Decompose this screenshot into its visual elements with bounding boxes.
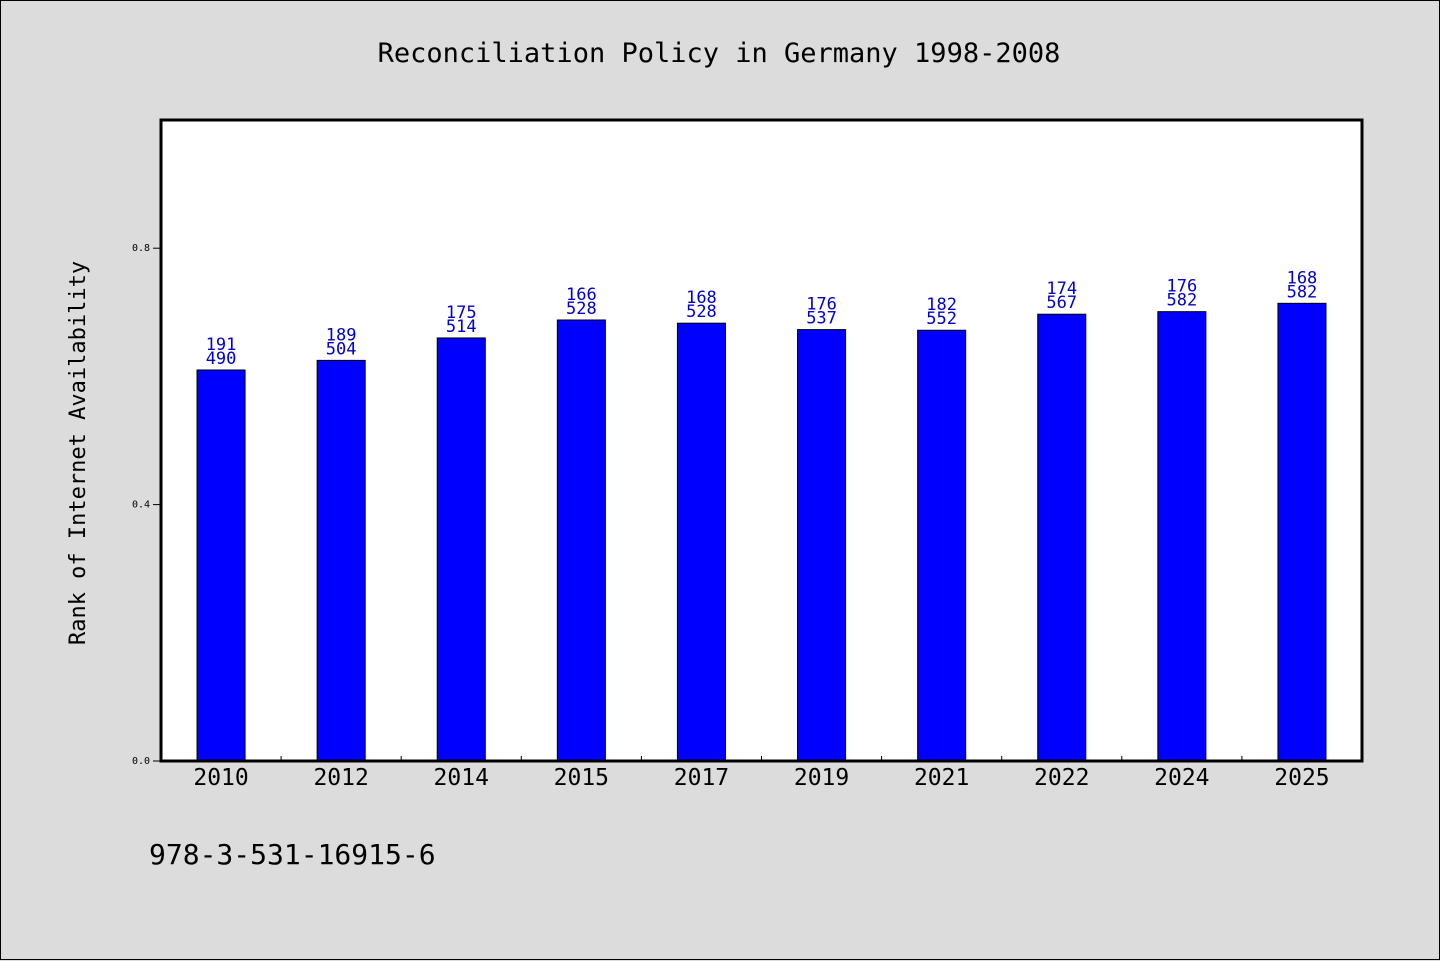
bar	[1037, 313, 1087, 762]
y-tick-label: 0.0	[132, 756, 150, 767]
data-label-bottom: 582	[1166, 291, 1197, 311]
data-label-top: 176	[1166, 277, 1197, 297]
bar	[1157, 311, 1207, 762]
x-tick-label: 2019	[794, 765, 849, 791]
bar	[436, 337, 486, 762]
x-tick-label: 2022	[1034, 765, 1089, 791]
data-label-bottom: 514	[446, 317, 477, 337]
bar	[917, 329, 967, 762]
x-tick-label: 2010	[193, 765, 248, 791]
data-label-bottom: 528	[566, 299, 597, 319]
x-tick-label: 2012	[313, 765, 368, 791]
bar	[316, 359, 366, 762]
data-label-top: 176	[806, 295, 837, 315]
x-tick-label: 2021	[914, 765, 969, 791]
bars-layer	[196, 302, 1327, 762]
data-label-top: 175	[446, 303, 477, 323]
y-axis: 0.0 0.4 0.8	[132, 243, 161, 767]
x-tick-label: 2015	[554, 765, 609, 791]
x-axis: 2010 2012 2014 2015 2017 2019 2021 2022 2024 2025	[193, 756, 1330, 791]
bar	[676, 322, 726, 762]
data-label-top: 191	[206, 335, 237, 355]
y-axis-label: Rank of Internet Availability	[66, 261, 91, 645]
plot-frame	[159, 118, 1364, 763]
data-label-bottom: 567	[1046, 293, 1077, 313]
data-label-top: 166	[566, 285, 597, 305]
data-label-bottom: 504	[326, 339, 357, 359]
y-tick-label: 0.8	[132, 243, 150, 254]
data-label-bottom: 582	[1287, 282, 1318, 302]
bar	[556, 319, 606, 762]
isbn-footer: 978-3-531-16915-6	[149, 838, 436, 871]
bar	[196, 369, 246, 762]
data-label-top: 182	[926, 295, 957, 315]
data-label-top: 168	[1287, 268, 1318, 288]
data-label-bottom: 537	[806, 309, 837, 329]
bar	[797, 329, 847, 762]
bar	[1277, 302, 1327, 762]
data-label-top: 174	[1046, 279, 1077, 299]
chart-title: Reconciliation Policy in Germany 1998-20…	[378, 38, 1061, 69]
y-tick-label: 0.4	[132, 500, 150, 511]
data-label-bottom: 552	[926, 309, 957, 329]
data-label-top: 189	[326, 325, 357, 345]
data-label-top: 168	[686, 288, 717, 308]
x-tick-label: 2017	[674, 765, 729, 791]
x-tick-label: 2024	[1154, 765, 1209, 791]
x-tick-label: 2025	[1274, 765, 1329, 791]
data-label-bottom: 528	[686, 302, 717, 322]
data-label-bottom: 490	[206, 349, 237, 369]
x-tick-label: 2014	[434, 765, 489, 791]
